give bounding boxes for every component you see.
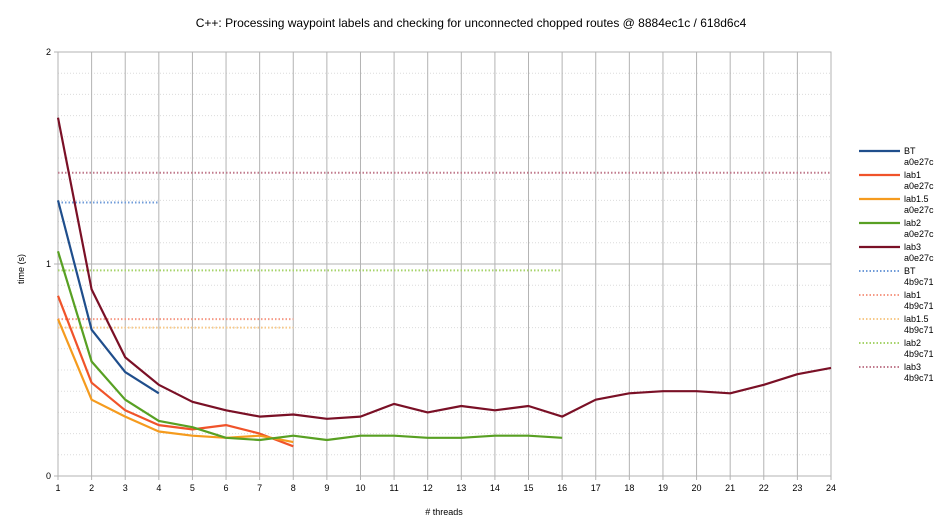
- series-line-lab1-5-a0e27c: [56, 318, 294, 444]
- x-tick-label: 20: [692, 483, 702, 493]
- series-line-lab1-a0e27c: [56, 295, 294, 448]
- legend-label: lab2: [904, 338, 921, 348]
- x-tick-label: 8: [291, 483, 296, 493]
- x-axis-ticks: 1 2 3 4 5 6 7 8 9 10 11 12 13 14 15 16 17 18 19 20 21 22 23 24: [55, 476, 836, 493]
- x-tick-label: 22: [759, 483, 769, 493]
- legend-label: lab1.5: [904, 314, 929, 324]
- x-tick-label: 4: [156, 483, 161, 493]
- y-tick-label: 2: [46, 47, 51, 57]
- x-tick-label: 24: [826, 483, 836, 493]
- x-tick-label: 23: [792, 483, 802, 493]
- x-tick-label: 5: [190, 483, 195, 493]
- legend: BTa0e27clab1a0e27clab1.5a0e27clab2a0e27c…: [859, 146, 934, 383]
- legend-sublabel: a0e27c: [904, 229, 934, 239]
- legend-label: lab1: [904, 290, 921, 300]
- legend-sublabel: a0e27c: [904, 181, 934, 191]
- x-tick-label: 16: [557, 483, 567, 493]
- x-tick-label: 21: [725, 483, 735, 493]
- x-tick-label: 18: [624, 483, 634, 493]
- legend-sublabel: a0e27c: [904, 253, 934, 263]
- series-line-bt-a0e27c: [56, 200, 160, 395]
- legend-sublabel: 4b9c71: [904, 325, 934, 335]
- chart-title: C++: Processing waypoint labels and chec…: [196, 16, 747, 30]
- legend-sublabel: a0e27c: [904, 205, 934, 215]
- legend-label: lab3: [904, 242, 921, 252]
- y-axis-label: time (s): [16, 254, 26, 284]
- series-line-lab2-a0e27c: [56, 250, 563, 442]
- legend-sublabel: 4b9c71: [904, 373, 934, 383]
- series-line-lab3-a0e27c: [56, 117, 832, 420]
- x-tick-label: 7: [257, 483, 262, 493]
- series-layer: [56, 117, 832, 448]
- y-axis-ticks: 0 1 2: [46, 47, 58, 481]
- legend-sublabel: 4b9c71: [904, 349, 934, 359]
- legend-sublabel: 4b9c71: [904, 301, 934, 311]
- x-tick-label: 10: [355, 483, 365, 493]
- legend-label: lab3: [904, 362, 921, 372]
- x-tick-label: 2: [89, 483, 94, 493]
- x-tick-label: 15: [524, 483, 534, 493]
- legend-sublabel: 4b9c71: [904, 277, 934, 287]
- legend-label: lab2: [904, 218, 921, 228]
- x-tick-label: 9: [324, 483, 329, 493]
- x-tick-label: 19: [658, 483, 668, 493]
- legend-label: lab1: [904, 170, 921, 180]
- y-tick-label: 0: [46, 471, 51, 481]
- y-tick-label: 1: [46, 259, 51, 269]
- legend-label: BT: [904, 266, 916, 276]
- x-tick-label: 11: [389, 483, 398, 493]
- legend-sublabel: a0e27c: [904, 157, 934, 167]
- x-axis-label: # threads: [425, 507, 463, 517]
- x-tick-label: 14: [490, 483, 500, 493]
- x-tick-label: 17: [591, 483, 601, 493]
- legend-label: BT: [904, 146, 916, 156]
- x-tick-label: 6: [224, 483, 229, 493]
- x-tick-label: 3: [123, 483, 128, 493]
- x-tick-label: 1: [55, 483, 60, 493]
- x-tick-label: 13: [456, 483, 466, 493]
- x-tick-label: 12: [423, 483, 433, 493]
- legend-label: lab1.5: [904, 194, 929, 204]
